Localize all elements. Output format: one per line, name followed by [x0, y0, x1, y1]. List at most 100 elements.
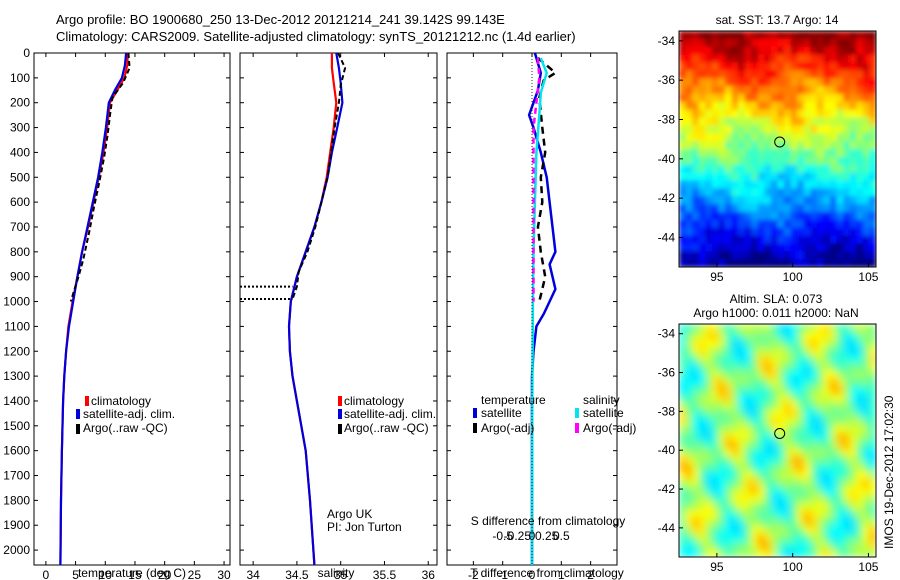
heatmap-cell: [803, 355, 811, 364]
heatmap-cell: [738, 243, 746, 252]
heatmap-cell: [705, 204, 713, 213]
heatmap-cell: [685, 54, 693, 64]
heatmap-cell: [698, 235, 706, 244]
heatmap-cell: [856, 156, 864, 166]
heatmap-cell: [692, 355, 700, 364]
heatmap-cell: [869, 510, 876, 519]
heatmap-cell: [803, 393, 811, 403]
heatmap-cell: [731, 78, 739, 87]
heatmap-cell: [816, 541, 825, 550]
heatmap-cell: [843, 424, 851, 434]
heatmap-cell: [797, 133, 805, 142]
heatmap-cell: [790, 456, 798, 465]
heatmap-cell: [764, 180, 772, 189]
heatmap-cell: [836, 533, 844, 543]
heatmap-cell: [803, 149, 811, 158]
heatmap-cell: [770, 204, 779, 213]
heatmap-cell: [790, 331, 798, 341]
heatmap-cell: [862, 448, 871, 457]
heatmap-cell: [757, 93, 765, 103]
heatmap-cell: [869, 70, 876, 79]
heatmap-cell: [836, 117, 844, 126]
heatmap-cell: [685, 101, 693, 111]
heatmap-cell: [777, 141, 785, 150]
heatmap-cell: [711, 502, 719, 511]
heatmap-cell: [751, 38, 759, 48]
heatmap-cell: [862, 502, 871, 511]
heatmap-cell: [679, 204, 687, 213]
heatmap-cell: [790, 156, 798, 166]
heatmap-cell: [823, 141, 831, 150]
heatmap-cell: [843, 93, 851, 103]
heatmap-cell: [679, 362, 687, 372]
heatmap-cell: [849, 409, 857, 418]
heatmap-cell: [797, 541, 805, 550]
heatmap-cell: [856, 62, 864, 71]
legend-label-satellite: satellite-adj. clim.: [344, 407, 436, 421]
heatmap-cell: [816, 347, 825, 356]
heatmap-cell: [810, 133, 818, 142]
heatmap-cell: [790, 38, 798, 48]
heatmap-cell: [843, 86, 851, 95]
heatmap-cell: [751, 502, 759, 511]
x-tick-label: 34.5: [285, 568, 309, 580]
heatmap-cell: [751, 141, 759, 150]
heatmap-cell: [757, 331, 765, 341]
heatmap-cell: [718, 227, 726, 237]
heatmap-cell: [711, 235, 719, 244]
heatmap-cell: [790, 324, 798, 333]
heatmap-cell: [770, 180, 779, 189]
heatmap-cell: [698, 109, 706, 119]
sla-map-panel: Altim. SLA: 0.073 Argo h1000: 0.011 h200…: [658, 292, 879, 574]
heatmap-cell: [705, 141, 713, 150]
heatmap-cell: [797, 219, 805, 229]
heatmap-cell: [744, 196, 752, 205]
heatmap-cell: [856, 93, 864, 103]
heatmap-cell: [711, 393, 719, 403]
heatmap-cell: [843, 117, 851, 126]
heatmap-cell: [836, 211, 844, 221]
heatmap-cell: [836, 393, 844, 403]
difference-top-label: S difference from climatology: [471, 514, 626, 528]
heatmap-cell: [836, 259, 844, 267]
heatmap-cell: [744, 541, 752, 550]
heatmap-cell: [784, 510, 792, 519]
heatmap-cell: [790, 549, 798, 557]
heatmap-cell: [869, 54, 876, 64]
heatmap-cell: [830, 38, 838, 48]
heatmap-cell: [692, 86, 700, 95]
heatmap-cell: [816, 78, 825, 87]
heatmap-cell: [777, 172, 785, 182]
heatmap-cell: [843, 180, 851, 189]
heatmap-cell: [751, 133, 759, 142]
legend-swatch-climatology: [85, 396, 89, 406]
heatmap-cell: [830, 180, 838, 189]
heatmap-cell: [784, 448, 792, 457]
heatmap-cell: [698, 133, 706, 142]
heatmap-cell: [810, 101, 818, 111]
heatmap-cell: [823, 378, 831, 387]
heatmap-cell: [810, 549, 818, 557]
heatmap-cell: [705, 510, 713, 519]
heatmap-cell: [856, 424, 864, 434]
heatmap-cell: [679, 347, 687, 356]
heatmap-cell: [698, 355, 706, 364]
heatmap-cell: [679, 386, 687, 395]
heatmap-cell: [698, 117, 706, 126]
heatmap-cell: [856, 109, 864, 119]
heatmap-cell: [830, 164, 838, 174]
heatmap-cell: [816, 510, 825, 519]
heatmap-cell: [738, 479, 746, 488]
heatmap-cell: [862, 141, 871, 150]
heatmap-cell: [849, 510, 857, 519]
heatmap-cell: [843, 471, 851, 480]
heatmap-cell: [790, 180, 798, 189]
heatmap-cell: [764, 417, 772, 426]
heatmap-cell: [790, 463, 798, 473]
heatmap-cell: [836, 101, 844, 111]
heatmap-cell: [718, 355, 726, 364]
heatmap-cell: [790, 46, 798, 56]
heatmap-cell: [830, 259, 838, 267]
heatmap-cell: [757, 440, 765, 449]
heatmap-cell: [718, 196, 726, 205]
